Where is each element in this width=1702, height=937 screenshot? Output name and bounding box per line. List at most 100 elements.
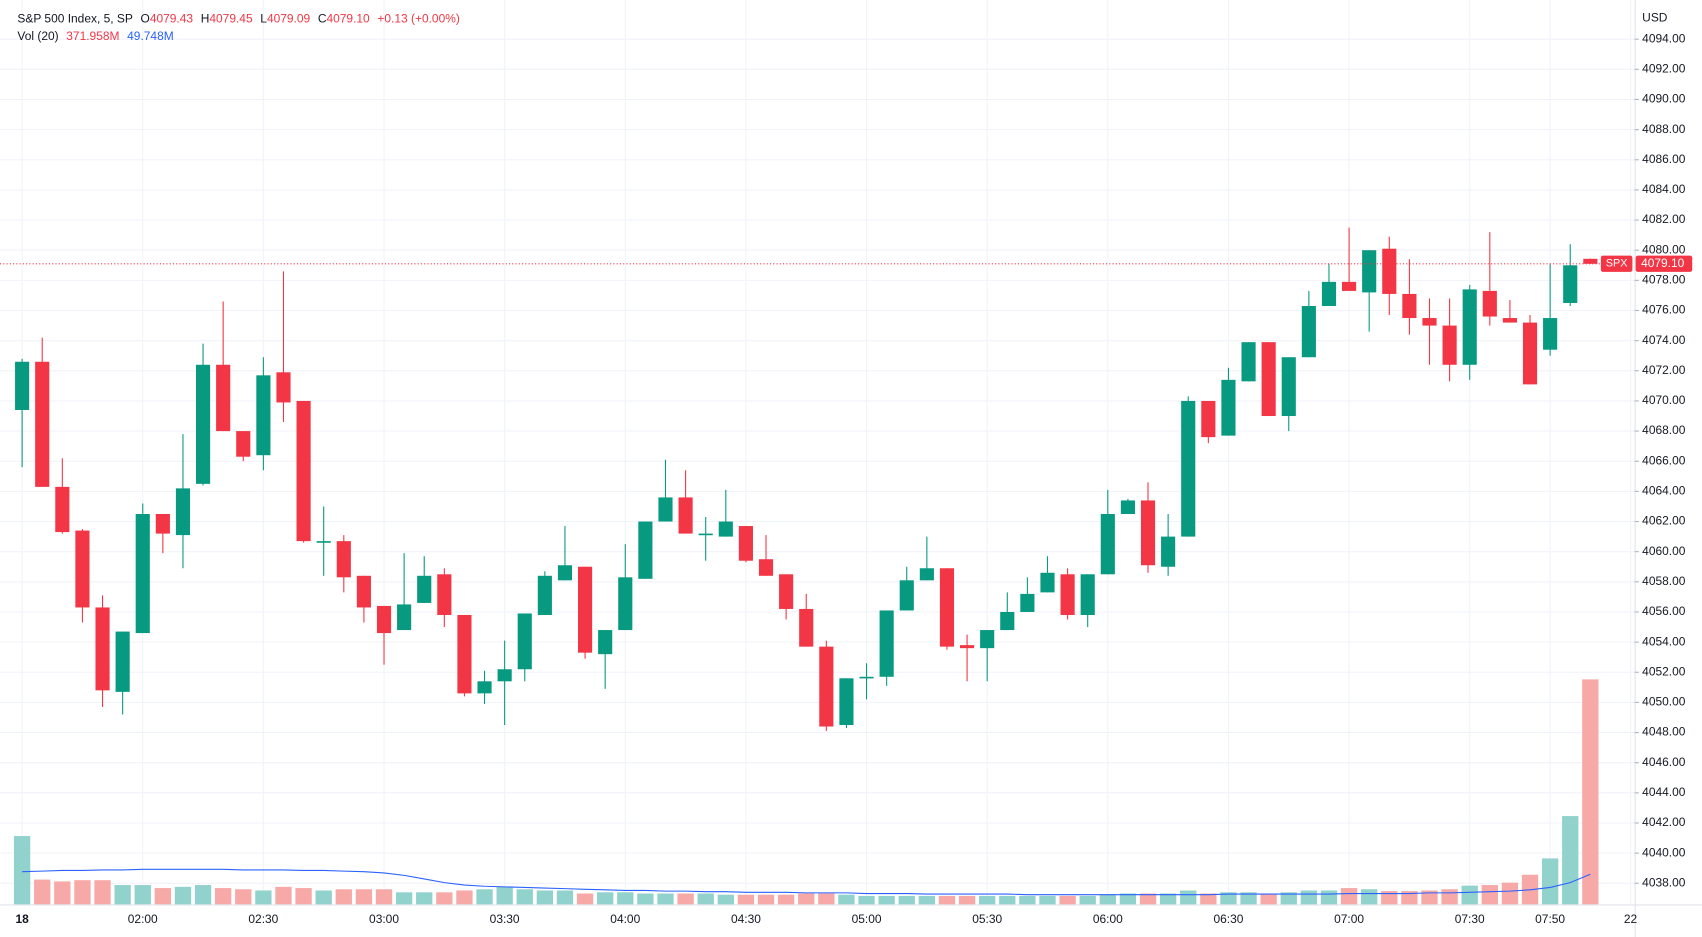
candle-body bbox=[1482, 290, 1497, 317]
candle-body bbox=[939, 568, 955, 647]
candle-body bbox=[859, 676, 874, 679]
x-tick-label: 04:30 bbox=[731, 912, 761, 926]
volume-bar bbox=[496, 886, 513, 905]
volume-bar bbox=[1039, 895, 1056, 905]
grid bbox=[0, 0, 1635, 905]
y-tick-label: 4070.00 bbox=[1642, 393, 1686, 407]
volume-bar bbox=[355, 889, 373, 905]
axes: 4038.00 4040.00 4042.00 4044.00 4046.00 4048.… bbox=[15, 31, 1693, 926]
volume-bar bbox=[878, 895, 895, 905]
volume-bar bbox=[375, 889, 393, 905]
ohlc-value: 4079.45 bbox=[209, 12, 253, 26]
y-tick-label: 4078.00 bbox=[1642, 273, 1686, 287]
y-tick-label: 4064.00 bbox=[1642, 484, 1686, 498]
volume-bar bbox=[1340, 888, 1358, 905]
candle-body bbox=[577, 566, 593, 653]
volume-bar bbox=[1059, 895, 1076, 905]
candle-body bbox=[1402, 293, 1417, 319]
volume-bar bbox=[1240, 892, 1257, 905]
candle-body bbox=[135, 513, 150, 634]
volume-bar bbox=[1401, 891, 1418, 905]
candle-body bbox=[296, 400, 311, 542]
volume-bar bbox=[1220, 892, 1237, 905]
candle-body bbox=[718, 521, 733, 537]
volume-bar bbox=[536, 890, 554, 905]
volume-bar bbox=[114, 885, 131, 905]
volume-bar bbox=[1019, 895, 1036, 905]
volume-bar bbox=[476, 889, 493, 905]
y-tick-label: 4040.00 bbox=[1642, 845, 1686, 859]
volume-bar bbox=[717, 894, 734, 905]
volume-bar bbox=[335, 889, 352, 905]
candle-body bbox=[155, 513, 170, 534]
volume-bar bbox=[1481, 885, 1498, 905]
candle-body bbox=[1120, 500, 1135, 514]
volume-bar bbox=[1582, 679, 1599, 905]
candle-body bbox=[879, 610, 894, 677]
candle-body bbox=[1140, 500, 1156, 566]
x-tick-label: 05:00 bbox=[852, 912, 882, 926]
x-tick-label: 05:30 bbox=[972, 912, 1002, 926]
volume-bar bbox=[1541, 858, 1559, 905]
volume-bar bbox=[556, 890, 574, 905]
ohlc-key: H bbox=[201, 12, 210, 26]
candle-body bbox=[55, 486, 70, 533]
candle-body bbox=[1563, 265, 1578, 303]
x-tick-label: 02:30 bbox=[248, 912, 278, 926]
candle-body bbox=[980, 630, 995, 649]
volume-bar bbox=[1260, 893, 1277, 905]
volume-bar bbox=[918, 895, 936, 905]
candle-body bbox=[75, 530, 90, 608]
candle-body bbox=[960, 645, 975, 649]
candle-body bbox=[1583, 258, 1598, 264]
y-tick-label: 4074.00 bbox=[1642, 333, 1686, 347]
candle-body bbox=[1462, 289, 1477, 365]
volume-bar bbox=[1441, 889, 1458, 905]
candle-body bbox=[1442, 325, 1457, 365]
candle-body bbox=[95, 607, 110, 691]
volume-bar bbox=[54, 881, 71, 905]
candle-body bbox=[356, 575, 371, 608]
volume-bar bbox=[697, 893, 714, 905]
volume-bar bbox=[436, 892, 453, 905]
x-tick-label: 07:50 bbox=[1535, 912, 1565, 926]
volume-bar bbox=[1562, 816, 1579, 905]
candle-body bbox=[1342, 281, 1357, 291]
candle-body bbox=[477, 681, 492, 694]
candle-body bbox=[1161, 536, 1176, 567]
volume-bar bbox=[1119, 893, 1137, 905]
candle-body bbox=[376, 605, 392, 634]
volume-bar bbox=[798, 893, 815, 905]
volume-bar bbox=[1300, 890, 1318, 905]
candle-body bbox=[1181, 400, 1196, 537]
candle-body bbox=[1362, 250, 1377, 293]
volume-bar bbox=[34, 879, 51, 905]
candle-body bbox=[1281, 357, 1296, 417]
candle-body bbox=[417, 575, 432, 603]
y-tick-label: 4062.00 bbox=[1642, 514, 1686, 528]
volume-bar bbox=[1361, 889, 1378, 905]
volume-bar bbox=[999, 895, 1016, 905]
volume-bar bbox=[657, 893, 674, 905]
ohlc-key: L bbox=[260, 12, 267, 26]
volume-bar bbox=[1159, 893, 1177, 905]
candle-body bbox=[236, 431, 251, 457]
candle-body bbox=[1422, 318, 1437, 326]
volume-bar bbox=[576, 893, 594, 905]
volume-bar bbox=[838, 894, 855, 905]
volume-bar bbox=[295, 888, 312, 905]
volume-bar bbox=[1320, 890, 1338, 905]
y-tick-label: 4058.00 bbox=[1642, 574, 1686, 588]
candle-body bbox=[457, 614, 472, 694]
y-tick-label: 4056.00 bbox=[1642, 604, 1686, 618]
candle-body bbox=[819, 646, 834, 727]
x-tick-label: 18 bbox=[15, 912, 29, 926]
y-tick-label: 4042.00 bbox=[1642, 815, 1686, 829]
candle-body bbox=[698, 533, 713, 536]
volume-bar bbox=[1381, 891, 1398, 905]
x-tick-label: 22 bbox=[1624, 912, 1638, 926]
candle-body bbox=[1261, 342, 1276, 417]
candle-body bbox=[678, 497, 693, 534]
candle-body bbox=[638, 521, 653, 579]
y-tick-label: 4072.00 bbox=[1642, 363, 1686, 377]
